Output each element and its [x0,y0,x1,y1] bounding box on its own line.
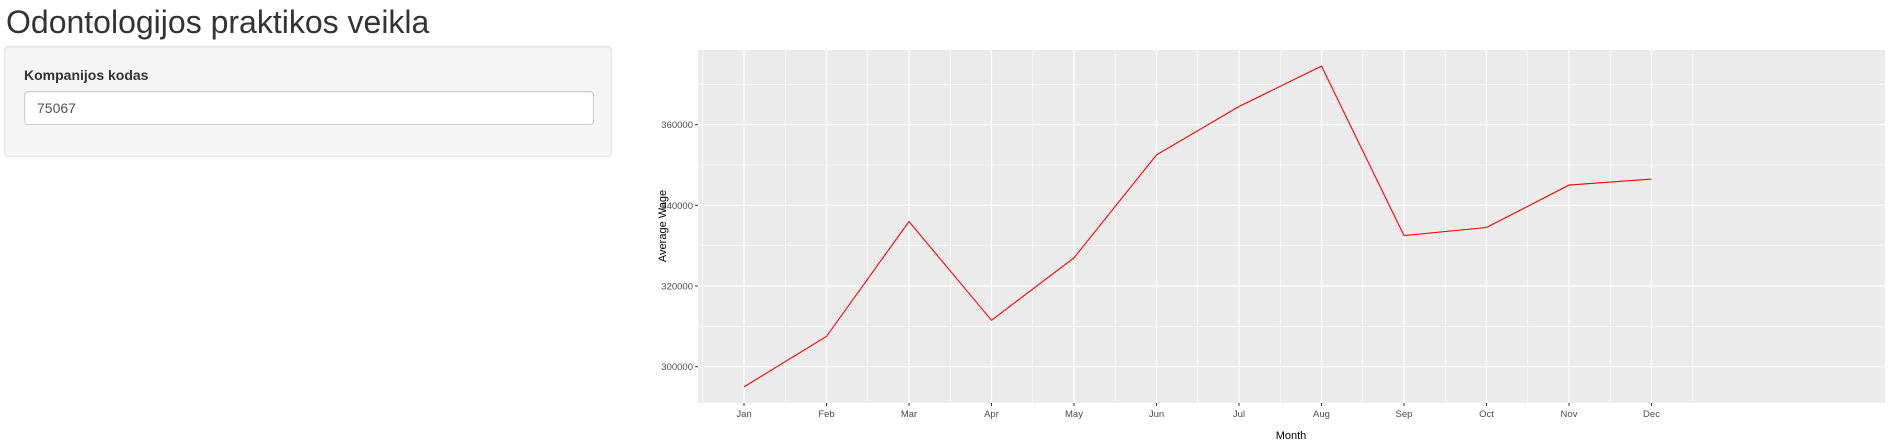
series-line [743,65,1652,388]
y-tick-label: 360000 [661,120,693,131]
y-axis-title: Average Wage [657,190,669,262]
grid-major-y [698,124,1885,368]
x-tick-label: Dec [1643,409,1660,420]
company-code-input[interactable] [24,91,594,125]
plot-panel [698,50,1885,403]
x-tick-label: Oct [1479,409,1494,420]
x-tick-label: Jun [1149,409,1164,420]
x-tick-label: Feb [818,409,834,420]
y-tick-label: 320000 [661,282,693,293]
x-tick-label: Jul [1233,409,1245,420]
grid-minor-y [698,83,1885,327]
x-tick-label: Sep [1396,409,1413,420]
y-axis: 300000 320000 340000 360000 [661,120,698,373]
x-tick-label: Nov [1561,409,1578,420]
x-axis: Jan Feb Mar Apr May Jun Jul Aug Sep Oct Nov Dec [736,403,1660,420]
x-tick-label: Mar [901,409,917,420]
x-tick-label: Aug [1313,409,1330,420]
x-tick-label: Apr [984,409,999,420]
x-axis-title: Month [1276,430,1307,442]
y-tick-label: 340000 [661,201,693,212]
page-title: Odontologijos praktikos veikla [6,4,430,40]
grid-major-x [743,50,1653,403]
x-tick-label: Jan [736,409,751,420]
wage-line-chart: 300000 320000 340000 360000 Jan Feb Mar Apr May… [657,50,1885,442]
grid-minor-x [702,50,1694,403]
x-tick-label: May [1065,409,1083,420]
company-code-label: Kompanijos kodas [24,67,149,83]
y-tick-label: 300000 [661,362,693,373]
sidebar-panel: Kompanijos kodas [4,46,612,157]
